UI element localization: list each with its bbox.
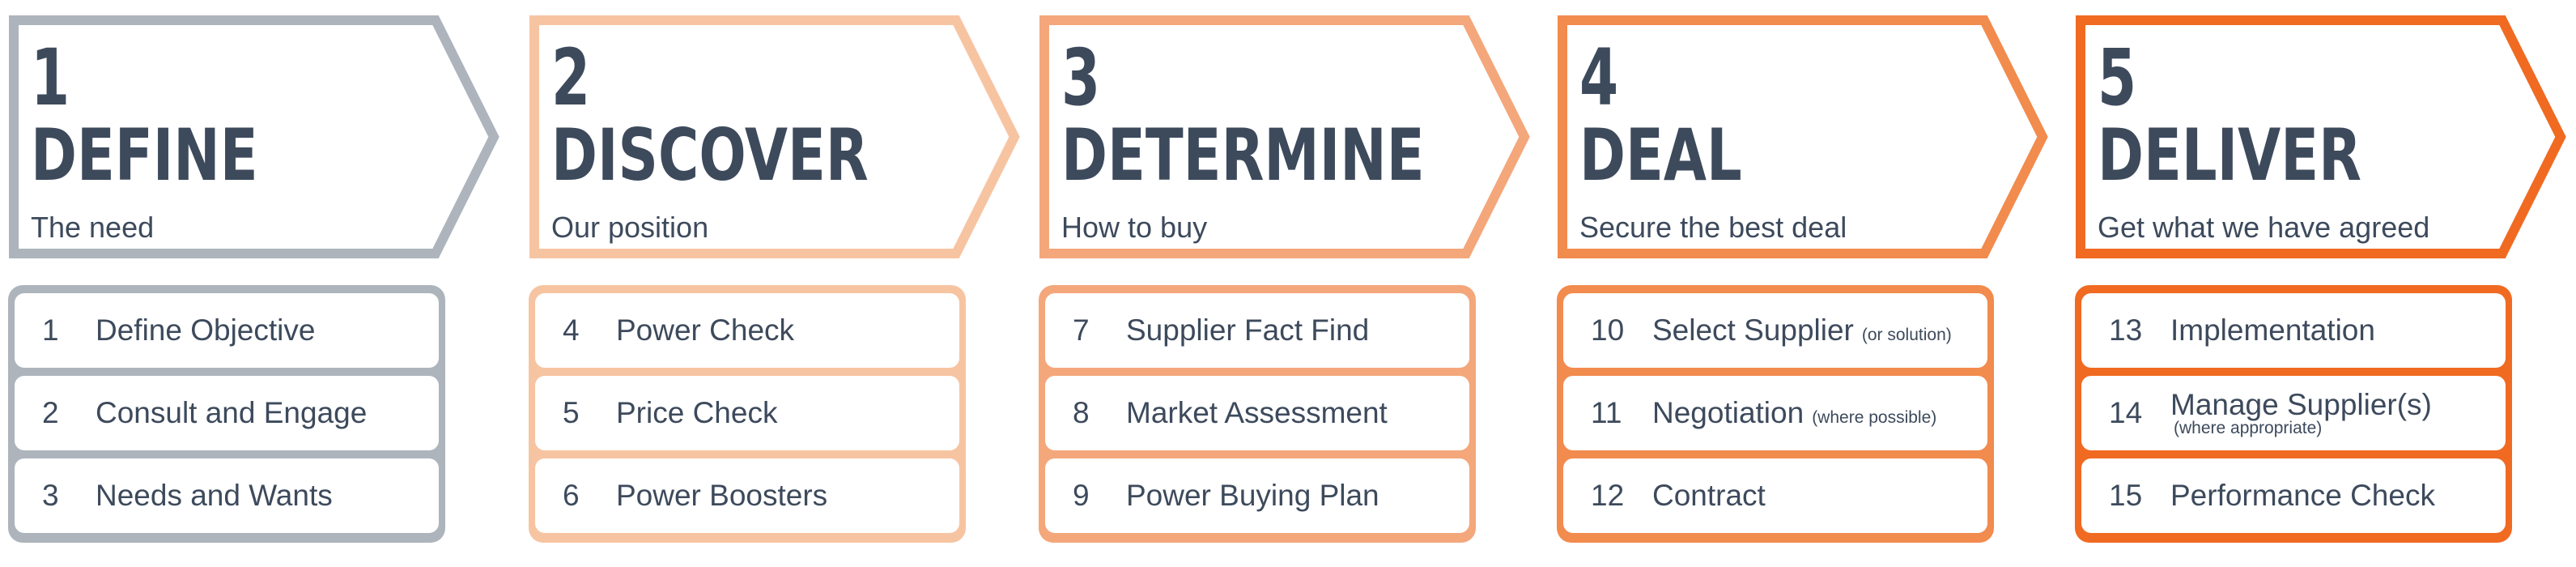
step-item: 10 Select Supplier (or solution) bbox=[1563, 293, 1987, 368]
stage-header-chevron: 2 DISCOVER Our position bbox=[529, 15, 1022, 259]
stage-title: DETERMINE bbox=[1061, 113, 1425, 197]
step-number: 6 bbox=[563, 479, 580, 512]
step-number: 14 bbox=[2109, 396, 2143, 429]
step-label: Market Assessment bbox=[1126, 396, 1388, 429]
step-list: 10 Select Supplier (or solution) 11 Nego… bbox=[1557, 285, 1994, 543]
step-label: Power Buying Plan bbox=[1126, 479, 1379, 512]
step-number: 7 bbox=[1073, 313, 1090, 347]
step-item: 5 Price Check bbox=[535, 376, 959, 450]
step-label-stack: Manage Supplier(s) (where appropriate) bbox=[2170, 390, 2432, 437]
stage-deal: 4 DEAL Secure the best deal 10 Select Su… bbox=[1557, 0, 2075, 567]
step-item: 13 Implementation bbox=[2081, 293, 2506, 368]
step-label: Select Supplier bbox=[1652, 313, 1854, 347]
step-number: 9 bbox=[1073, 479, 1090, 512]
step-item: 14 Manage Supplier(s) (where appropriate… bbox=[2081, 376, 2506, 450]
step-label: Needs and Wants bbox=[96, 479, 333, 512]
step-item: 12 Contract bbox=[1563, 458, 1987, 533]
step-list: 4 Power Check 5 Price Check 6 Power Boos… bbox=[529, 285, 966, 543]
stage-deliver: 5 DELIVER Get what we have agreed 13 Imp… bbox=[2075, 0, 2576, 567]
chevron-arrow-shape bbox=[1558, 15, 2048, 258]
step-number: 13 bbox=[2109, 313, 2143, 347]
step-number: 2 bbox=[42, 396, 59, 429]
step-number: 11 bbox=[1591, 396, 1622, 429]
step-item: 9 Power Buying Plan bbox=[1045, 458, 1469, 533]
step-item: 15 Performance Check bbox=[2081, 458, 2506, 533]
stage-header-chevron: 4 DEAL Secure the best deal bbox=[1557, 15, 2051, 259]
stage-determine: 3 DETERMINE How to buy 7 Supplier Fact F… bbox=[1039, 0, 1557, 567]
step-label: Price Check bbox=[616, 396, 778, 429]
step-number: 10 bbox=[1591, 313, 1625, 347]
stage-title: DEFINE bbox=[31, 113, 258, 197]
chevron-arrow-shape bbox=[1039, 15, 1530, 258]
stage-subtitle: The need bbox=[31, 211, 155, 244]
step-label: Manage Supplier(s) bbox=[2170, 388, 2432, 421]
step-label: Contract bbox=[1652, 479, 1766, 512]
step-number: 4 bbox=[563, 313, 580, 347]
step-label: Define Objective bbox=[96, 313, 316, 347]
step-label: Negotiation bbox=[1652, 396, 1804, 429]
stage-number: 3 bbox=[1061, 32, 1101, 123]
stage-subtitle: Our position bbox=[551, 211, 709, 244]
chevron-arrow-shape bbox=[9, 15, 499, 258]
step-list: 13 Implementation 14 Manage Supplier(s) … bbox=[2075, 285, 2512, 543]
step-item: 1 Define Objective bbox=[15, 293, 439, 368]
step-label: Consult and Engage bbox=[96, 396, 368, 429]
stage-subtitle: Get what we have agreed bbox=[2098, 211, 2430, 244]
step-list: 1 Define Objective 2 Consult and Engage … bbox=[8, 285, 445, 543]
step-number: 5 bbox=[563, 396, 580, 429]
step-item: 4 Power Check bbox=[535, 293, 959, 368]
stage-define: 1 DEFINE The need 1 Define Objective 2 C… bbox=[8, 0, 526, 567]
step-number: 12 bbox=[1591, 479, 1625, 512]
chevron-arrow-shape bbox=[529, 15, 1020, 258]
step-number: 15 bbox=[2109, 479, 2143, 512]
step-number: 8 bbox=[1073, 396, 1090, 429]
step-item: 6 Power Boosters bbox=[535, 458, 959, 533]
stage-title: DEAL bbox=[1579, 113, 1742, 197]
step-number: 3 bbox=[42, 479, 59, 512]
step-item: 11 Negotiation (where possible) bbox=[1563, 376, 1987, 450]
stage-number: 1 bbox=[31, 32, 70, 123]
step-item: 8 Market Assessment bbox=[1045, 376, 1469, 450]
chevron-arrow-shape bbox=[2076, 15, 2566, 258]
stage-title: DELIVER bbox=[2098, 113, 2362, 197]
stage-number: 2 bbox=[551, 32, 591, 123]
step-note: (where possible) bbox=[1812, 408, 1937, 427]
stage-number: 5 bbox=[2098, 32, 2137, 123]
step-label: Implementation bbox=[2170, 313, 2375, 347]
step-label: Supplier Fact Find bbox=[1126, 313, 1370, 347]
stage-title: DISCOVER bbox=[551, 113, 869, 197]
stage-header-chevron: 3 DETERMINE How to buy bbox=[1039, 15, 1532, 259]
step-note: (or solution) bbox=[1861, 326, 1952, 344]
stage-header-chevron: 5 DELIVER Get what we have agreed bbox=[2075, 15, 2569, 259]
stage-discover: 2 DISCOVER Our position 4 Power Check 5 … bbox=[529, 0, 1047, 567]
stage-subtitle: How to buy bbox=[1061, 211, 1208, 244]
stage-header-chevron: 1 DEFINE The need bbox=[8, 15, 502, 259]
stage-subtitle: Secure the best deal bbox=[1579, 211, 1847, 244]
step-number: 1 bbox=[42, 313, 59, 347]
step-label: Performance Check bbox=[2170, 479, 2435, 512]
step-label: Power Check bbox=[616, 313, 795, 347]
step-note: (where appropriate) bbox=[2174, 419, 2323, 437]
step-item: 7 Supplier Fact Find bbox=[1045, 293, 1469, 368]
step-item: 2 Consult and Engage bbox=[15, 376, 439, 450]
stage-number: 4 bbox=[1579, 32, 1619, 123]
step-list: 7 Supplier Fact Find 8 Market Assessment… bbox=[1039, 285, 1476, 543]
step-item: 3 Needs and Wants bbox=[15, 458, 439, 533]
step-label: Power Boosters bbox=[616, 479, 828, 512]
